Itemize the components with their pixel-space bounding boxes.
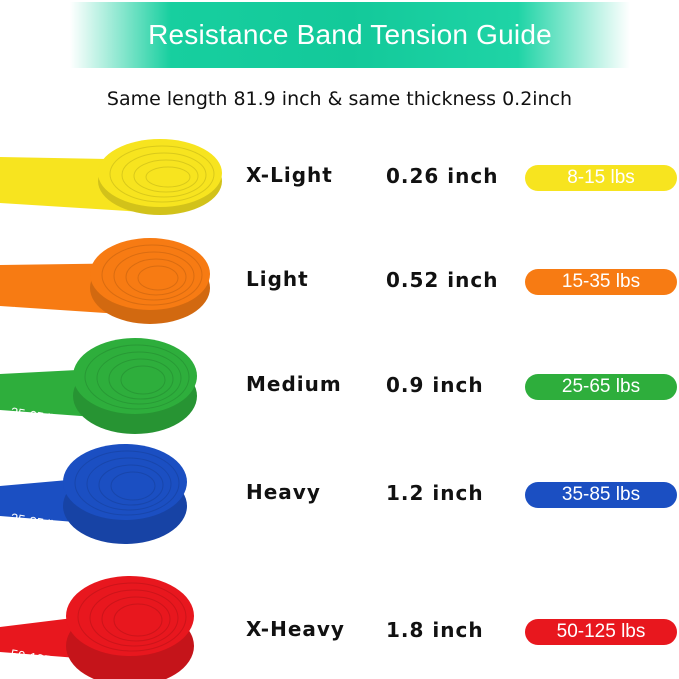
band-coil-ring	[110, 471, 156, 501]
band-coil-ring	[84, 344, 190, 410]
band-coil-top	[90, 238, 210, 310]
subtitle: Same length 81.9 inch & same thickness 0…	[106, 88, 573, 110]
band-level-label: Heavy	[246, 480, 321, 504]
band-level-label: Medium	[246, 372, 342, 396]
band-coil-ring	[137, 265, 179, 291]
band-image-x-light	[0, 139, 222, 215]
band-level-label: X-Heavy	[246, 617, 345, 641]
band-coil-ring	[113, 251, 195, 301]
band-coil-ring	[96, 351, 182, 405]
band-coil-ring	[86, 457, 172, 511]
band-width-value: 0.9 inch	[386, 373, 484, 397]
band-image-heavy: 35-85 lbs	[0, 444, 187, 544]
band-coil-top	[63, 444, 187, 520]
band-coil-ring	[109, 145, 215, 203]
band-level-label: X-Light	[246, 163, 333, 187]
band-coil-ring	[125, 258, 187, 296]
band-coil-ring	[77, 582, 187, 652]
band-coil-ring	[101, 596, 171, 642]
page-title: Resistance Band Tension Guide	[148, 19, 552, 50]
band-coil-top	[73, 338, 197, 414]
band-coil-ring	[101, 244, 203, 306]
band-width-value: 0.26 inch	[386, 164, 499, 188]
resistance-badge: 35-85 lbs	[525, 482, 677, 508]
resistance-badge: 25-65 lbs	[525, 374, 677, 400]
band-images: 15-35 lbs 25-65 lbs 35-85 lbs 50-125 lbs	[0, 139, 222, 679]
band-image-x-heavy: 50-125 lbs	[0, 576, 194, 679]
band-coil-ring	[120, 365, 166, 395]
band-coil-top	[98, 139, 222, 207]
band-width-value: 1.8 inch	[386, 618, 484, 642]
band-coil-ring	[89, 589, 179, 647]
band-coil-ring	[74, 450, 180, 516]
band-width-value: 0.52 inch	[386, 268, 499, 292]
title-banner: Resistance Band Tension Guide	[70, 2, 630, 68]
band-coil-ring	[133, 159, 199, 193]
band-level-label: Light	[246, 267, 309, 291]
band-coil-ring	[108, 358, 174, 400]
band-coil-ring	[98, 464, 164, 506]
band-width-value: 1.2 inch	[386, 481, 484, 505]
resistance-badge: 15-35 lbs	[525, 269, 677, 295]
band-image-medium: 25-65 lbs	[0, 338, 197, 434]
resistance-badge: 8-15 lbs	[525, 165, 677, 191]
band-coil-ring	[121, 152, 207, 198]
resistance-badge: 50-125 lbs	[525, 619, 677, 645]
band-coil-ring	[113, 603, 163, 637]
band-image-light: 15-35 lbs	[0, 238, 210, 325]
band-coil-ring	[145, 166, 191, 188]
band-coil-top	[66, 576, 194, 656]
